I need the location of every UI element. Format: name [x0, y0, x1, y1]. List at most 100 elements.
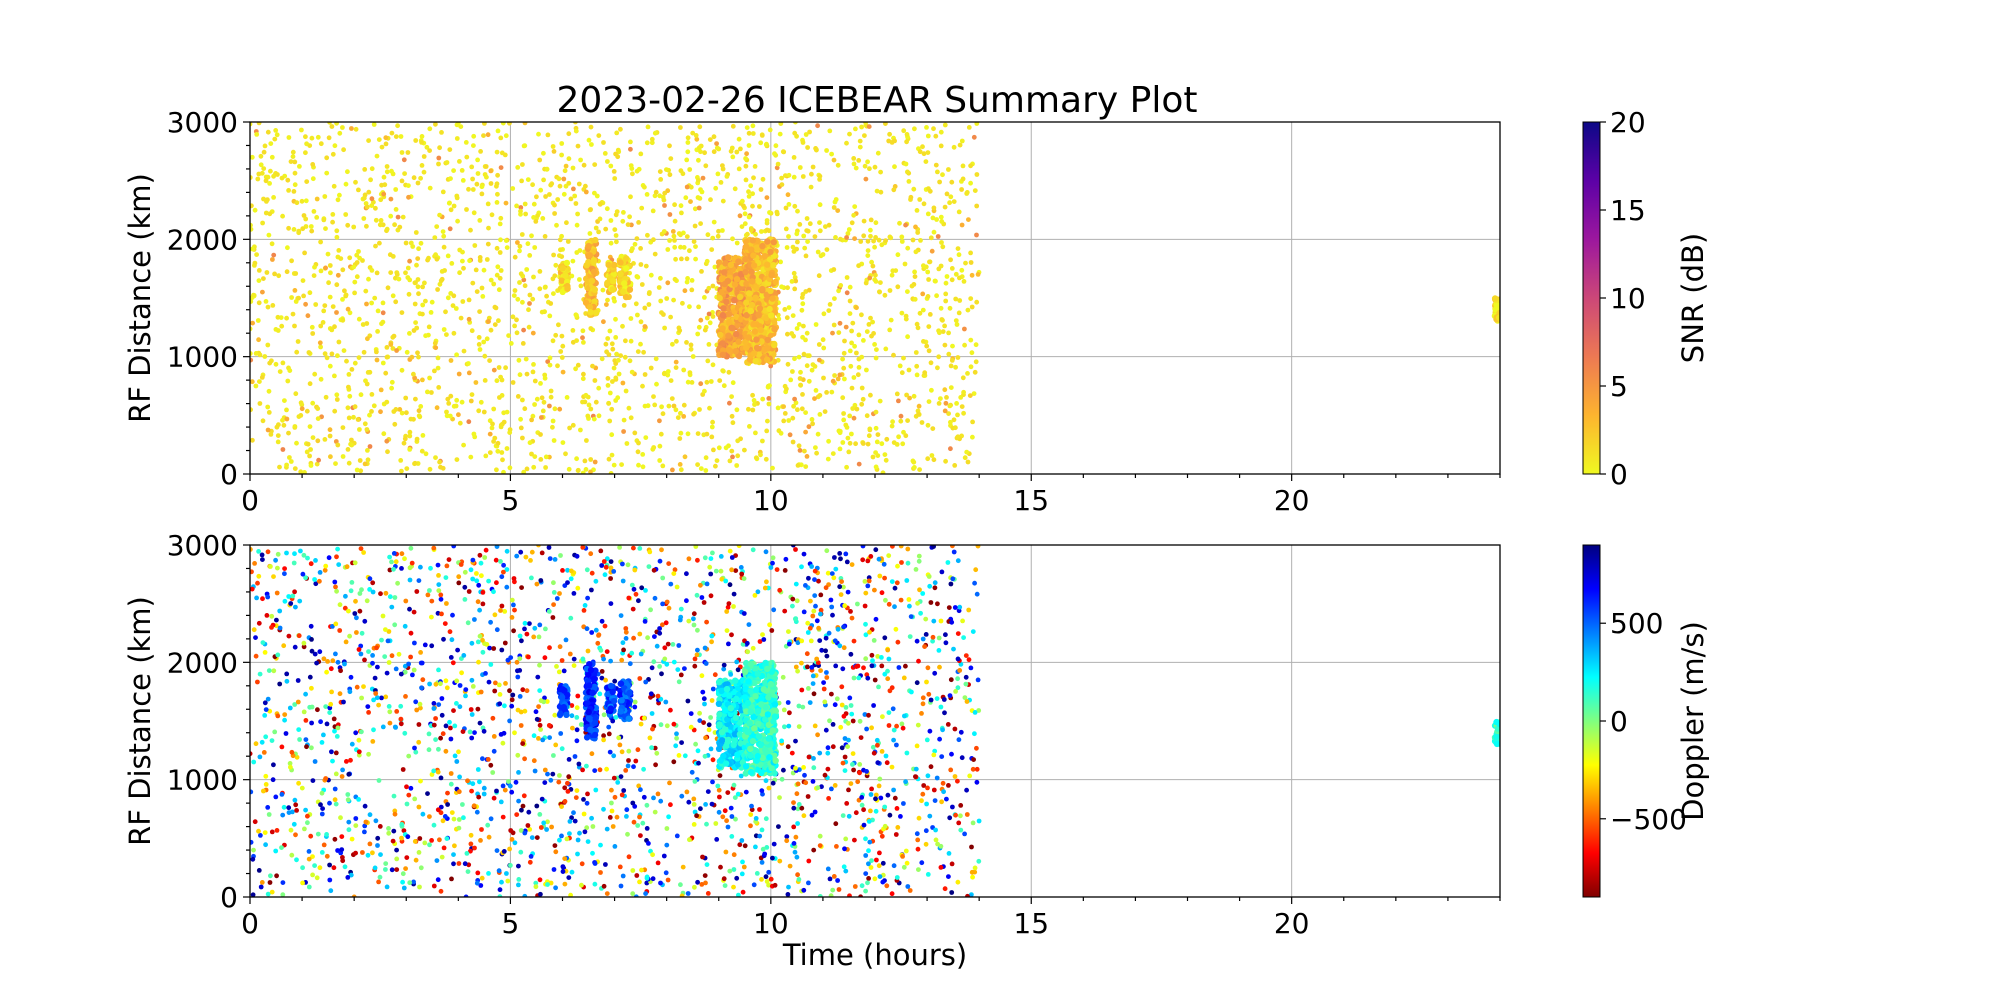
data-point [751, 882, 757, 888]
data-point [526, 324, 532, 330]
data-point [684, 598, 689, 604]
data-point [470, 187, 476, 192]
echo-point [748, 301, 756, 309]
data-point [633, 591, 639, 597]
data-point [380, 310, 386, 316]
data-point [612, 298, 617, 304]
data-point [976, 708, 982, 713]
data-point [795, 806, 801, 812]
data-point [765, 418, 770, 424]
data-point [378, 387, 384, 393]
data-point [374, 153, 380, 159]
echo-point [721, 269, 728, 276]
data-point [499, 603, 505, 609]
data-point [892, 795, 898, 801]
data-point [662, 203, 667, 208]
data-point [537, 622, 543, 628]
data-point [786, 305, 792, 310]
data-point [440, 229, 446, 235]
data-point [303, 216, 309, 222]
data-point [832, 373, 837, 378]
data-point [437, 281, 443, 287]
echo-point [563, 259, 571, 267]
data-point [364, 598, 370, 604]
data-point [898, 597, 904, 603]
data-point [837, 372, 843, 378]
data-point [301, 640, 307, 646]
data-point [875, 432, 881, 437]
data-point [635, 823, 641, 828]
data-point [551, 291, 556, 296]
data-point [899, 310, 905, 316]
data-point [679, 793, 685, 799]
y-tick-label: 0 [220, 458, 238, 491]
data-point [451, 203, 457, 209]
echo-point [585, 258, 592, 266]
data-point [639, 585, 645, 591]
data-point [865, 558, 871, 564]
echo-point [743, 312, 750, 319]
data-point [413, 280, 418, 286]
data-point [734, 875, 740, 881]
data-point [866, 861, 871, 867]
data-point [596, 133, 602, 139]
data-point [255, 580, 260, 586]
data-point [726, 369, 732, 375]
data-point [746, 214, 752, 220]
data-point [715, 233, 721, 239]
data-point [881, 561, 887, 567]
data-point [888, 235, 894, 241]
data-point [638, 262, 644, 267]
data-point [502, 640, 508, 646]
data-point [759, 229, 764, 234]
data-point [593, 627, 599, 633]
data-point [409, 560, 415, 566]
data-point [361, 684, 366, 689]
data-point [500, 814, 506, 820]
data-point [817, 228, 823, 234]
data-point [408, 545, 414, 551]
data-point [671, 721, 677, 727]
data-point [292, 288, 298, 293]
data-point [929, 248, 935, 254]
data-point [598, 647, 604, 653]
data-point [547, 313, 553, 319]
data-point [646, 302, 652, 307]
data-point [781, 418, 787, 424]
data-point [460, 249, 465, 255]
data-point [290, 311, 296, 317]
data-point [648, 848, 653, 854]
data-point [852, 343, 857, 349]
data-point [626, 748, 632, 754]
data-point [931, 457, 937, 463]
data-point [609, 452, 615, 458]
data-point [750, 191, 755, 197]
data-point [317, 340, 323, 346]
data-point [851, 161, 857, 167]
data-point [369, 166, 375, 172]
data-point [604, 302, 609, 307]
data-point [748, 812, 754, 817]
data-point [444, 332, 449, 337]
data-point [394, 348, 399, 353]
data-point [349, 437, 354, 443]
data-point [605, 159, 610, 164]
data-point [848, 703, 854, 708]
data-point [913, 350, 919, 355]
data-point [742, 221, 748, 227]
data-point [376, 879, 381, 885]
data-point [939, 219, 945, 224]
data-point [364, 427, 370, 432]
data-point [555, 363, 560, 369]
data-point [449, 876, 454, 882]
data-point [379, 695, 384, 701]
data-point [275, 328, 281, 333]
data-point [445, 396, 451, 402]
data-point [436, 385, 442, 390]
data-point [678, 203, 684, 209]
data-point [955, 558, 961, 564]
data-point [951, 199, 957, 205]
data-point [767, 622, 772, 628]
data-point [305, 313, 311, 319]
echo-point [755, 278, 763, 285]
